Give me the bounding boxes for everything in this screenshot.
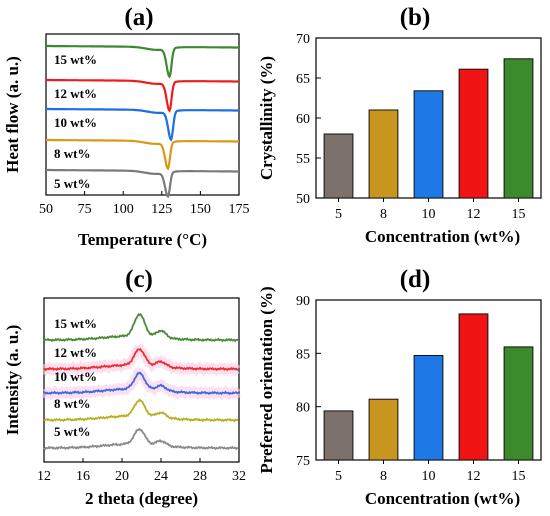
bar-b-15	[503, 58, 534, 199]
y-axis-label-c: Intensity (a. u.)	[3, 325, 22, 436]
bar-d-8	[368, 398, 399, 461]
bar-d-12	[458, 313, 489, 461]
x-tick-label-b: 12	[467, 207, 481, 222]
x-tick-label-d: 10	[422, 469, 436, 484]
x-axis-label-d: Concentration (wt%)	[365, 489, 520, 508]
bar-b-12	[458, 68, 489, 199]
series-label-c: 10 wt%	[54, 369, 97, 384]
x-tick-label-c: 12	[37, 469, 51, 484]
bar-b-8	[368, 109, 399, 199]
y-tick-label-d: 90	[296, 294, 310, 309]
series-label-c: 8 wt%	[54, 396, 90, 411]
dsc-curve-5	[46, 168, 239, 199]
x-tick-label-c: 16	[76, 469, 90, 484]
x-tick-label-a: 50	[39, 202, 53, 217]
y-tick-label-d: 80	[296, 401, 310, 416]
y-axis-label-a: Heat flow (a. u.)	[3, 56, 22, 173]
dsc-curve-2	[46, 78, 239, 113]
plot-frame-a	[45, 33, 240, 196]
xrd-curve-5	[43, 427, 239, 451]
series-label-a: 8 wt%	[54, 146, 90, 161]
series-label-c: 5 wt%	[54, 424, 90, 439]
x-tick-label-c: 20	[115, 469, 129, 484]
y-tick-label-b: 55	[296, 152, 310, 167]
panel-label-b: (b)	[400, 4, 431, 31]
y-tick-label-d: 85	[296, 347, 310, 362]
bar-b-10	[413, 90, 444, 199]
x-axis-label-a: Temperature (°C)	[78, 230, 207, 249]
bar-d-5	[323, 410, 354, 461]
dsc-curve-3	[46, 107, 239, 142]
xrd-curve-4	[43, 398, 239, 423]
xrd-curve-3	[43, 371, 239, 396]
x-tick-label-b: 10	[422, 207, 436, 222]
y-tick-label-d: 75	[296, 454, 310, 469]
x-tick-label-a: 125	[151, 202, 172, 217]
bar-b-5	[323, 133, 354, 199]
dsc-curve-4	[46, 138, 239, 171]
x-tick-label-a: 150	[190, 202, 211, 217]
x-axis-label-b: Concentration (wt%)	[365, 227, 520, 246]
series-label-c: 15 wt%	[54, 316, 97, 331]
series-label-c: 12 wt%	[54, 345, 97, 360]
x-tick-label-b: 15	[512, 207, 526, 222]
x-tick-label-d: 12	[467, 469, 481, 484]
y-tick-label-b: 50	[296, 192, 310, 207]
x-tick-label-d: 8	[380, 469, 387, 484]
y-tick-label-b: 70	[296, 32, 310, 47]
panel-label-a: (a)	[124, 4, 153, 31]
x-tick-label-b: 5	[335, 207, 342, 222]
series-label-a: 10 wt%	[54, 115, 97, 130]
y-tick-label-b: 65	[296, 72, 310, 87]
panel-label-c: (c)	[125, 266, 153, 293]
xrd-curve-1	[43, 313, 239, 343]
series-label-a: 15 wt%	[54, 52, 97, 67]
dsc-curve-1	[46, 44, 239, 79]
xrd-curve-2	[43, 347, 239, 372]
x-tick-label-c: 28	[193, 469, 207, 484]
x-tick-label-b: 8	[380, 207, 387, 222]
panel-label-d: (d)	[400, 266, 431, 293]
series-label-a: 12 wt%	[54, 86, 97, 101]
y-axis-label-d: Preferred orientation (%)	[257, 286, 276, 473]
x-tick-label-c: 24	[154, 469, 168, 484]
y-tick-label-b: 60	[296, 112, 310, 127]
bar-d-15	[503, 346, 534, 461]
x-tick-label-c: 32	[232, 469, 246, 484]
x-tick-label-d: 5	[335, 469, 342, 484]
x-tick-label-d: 15	[512, 469, 526, 484]
bar-d-10	[413, 355, 444, 461]
x-tick-label-a: 100	[113, 202, 134, 217]
x-axis-label-c: 2 theta (degree)	[85, 489, 198, 508]
plot-frame-c	[43, 297, 240, 463]
x-tick-label-a: 175	[229, 202, 250, 217]
y-axis-label-b: Crystallinity (%)	[257, 56, 276, 180]
series-label-a: 5 wt%	[54, 176, 90, 191]
x-tick-label-a: 75	[78, 202, 92, 217]
